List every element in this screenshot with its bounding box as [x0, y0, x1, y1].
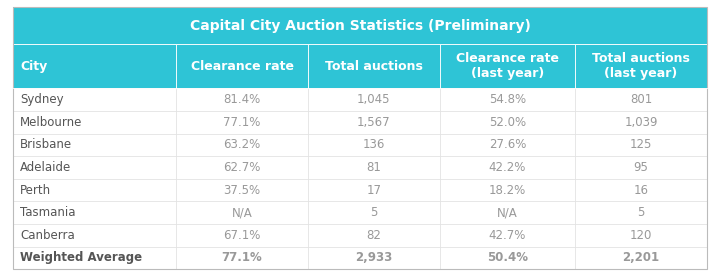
Bar — [13, 224, 176, 246]
Bar — [13, 134, 176, 156]
Text: Melbourne: Melbourne — [20, 116, 83, 129]
Text: 81.4%: 81.4% — [223, 93, 261, 106]
Text: 81: 81 — [366, 161, 382, 174]
Text: 67.1%: 67.1% — [223, 229, 261, 242]
Bar — [575, 134, 707, 156]
Text: 1,039: 1,039 — [624, 116, 658, 129]
Bar — [575, 88, 707, 111]
Bar — [13, 7, 707, 44]
Bar — [575, 44, 707, 88]
Text: Capital City Auction Statistics (Preliminary): Capital City Auction Statistics (Prelimi… — [189, 18, 531, 33]
Bar — [440, 88, 575, 111]
Text: 1,045: 1,045 — [357, 93, 391, 106]
Bar — [308, 134, 440, 156]
Text: Total auctions
(last year): Total auctions (last year) — [592, 52, 690, 81]
Text: Sydney: Sydney — [20, 93, 64, 106]
Bar — [440, 246, 575, 269]
Text: Weighted Average: Weighted Average — [20, 251, 143, 264]
Bar — [575, 246, 707, 269]
Text: 16: 16 — [634, 184, 649, 197]
Bar — [308, 179, 440, 201]
Text: Brisbane: Brisbane — [20, 138, 72, 151]
Bar — [13, 44, 176, 88]
Text: 50.4%: 50.4% — [487, 251, 528, 264]
Text: 136: 136 — [363, 138, 385, 151]
Bar — [308, 156, 440, 179]
Bar — [308, 224, 440, 246]
Bar — [440, 44, 575, 88]
Bar — [308, 111, 440, 134]
Bar — [308, 201, 440, 224]
Text: 17: 17 — [366, 184, 382, 197]
Text: 77.1%: 77.1% — [222, 251, 262, 264]
Bar — [308, 44, 440, 88]
Bar — [440, 134, 575, 156]
Bar — [575, 111, 707, 134]
Bar — [176, 201, 308, 224]
Text: Clearance rate
(last year): Clearance rate (last year) — [456, 52, 559, 81]
Text: 18.2%: 18.2% — [489, 184, 526, 197]
Text: 95: 95 — [634, 161, 649, 174]
Text: 1,567: 1,567 — [357, 116, 391, 129]
Bar — [440, 111, 575, 134]
Text: Total auctions: Total auctions — [325, 60, 423, 73]
Bar — [440, 179, 575, 201]
Bar — [575, 179, 707, 201]
Bar — [575, 224, 707, 246]
Text: 5: 5 — [637, 206, 645, 219]
Text: Clearance rate: Clearance rate — [191, 60, 294, 73]
Text: Canberra: Canberra — [20, 229, 75, 242]
Bar — [13, 156, 176, 179]
Bar — [13, 179, 176, 201]
Text: 42.2%: 42.2% — [489, 161, 526, 174]
Text: N/A: N/A — [232, 206, 253, 219]
Bar — [13, 201, 176, 224]
Text: 63.2%: 63.2% — [223, 138, 261, 151]
Bar — [440, 224, 575, 246]
Bar — [176, 246, 308, 269]
Text: 42.7%: 42.7% — [489, 229, 526, 242]
Text: Perth: Perth — [20, 184, 51, 197]
Bar — [308, 246, 440, 269]
Text: 801: 801 — [630, 93, 652, 106]
Text: 77.1%: 77.1% — [223, 116, 261, 129]
Text: 27.6%: 27.6% — [489, 138, 526, 151]
Text: 2,933: 2,933 — [355, 251, 392, 264]
Text: N/A: N/A — [497, 206, 518, 219]
Bar — [13, 88, 176, 111]
Bar — [176, 111, 308, 134]
Text: City: City — [20, 60, 48, 73]
Text: 54.8%: 54.8% — [489, 93, 526, 106]
Bar — [176, 44, 308, 88]
Bar — [176, 156, 308, 179]
Text: 5: 5 — [370, 206, 377, 219]
Bar — [176, 134, 308, 156]
Bar — [440, 156, 575, 179]
Text: Adelaide: Adelaide — [20, 161, 71, 174]
Text: 52.0%: 52.0% — [489, 116, 526, 129]
Bar — [440, 201, 575, 224]
Text: 37.5%: 37.5% — [223, 184, 261, 197]
Bar — [13, 246, 176, 269]
Bar — [575, 201, 707, 224]
Text: 120: 120 — [630, 229, 652, 242]
Text: 2,201: 2,201 — [623, 251, 660, 264]
Bar — [575, 156, 707, 179]
Bar — [13, 111, 176, 134]
Text: 125: 125 — [630, 138, 652, 151]
Bar — [176, 179, 308, 201]
Text: 62.7%: 62.7% — [223, 161, 261, 174]
Text: Tasmania: Tasmania — [20, 206, 76, 219]
Bar — [176, 88, 308, 111]
Bar — [176, 224, 308, 246]
Text: 82: 82 — [366, 229, 382, 242]
Bar — [308, 88, 440, 111]
